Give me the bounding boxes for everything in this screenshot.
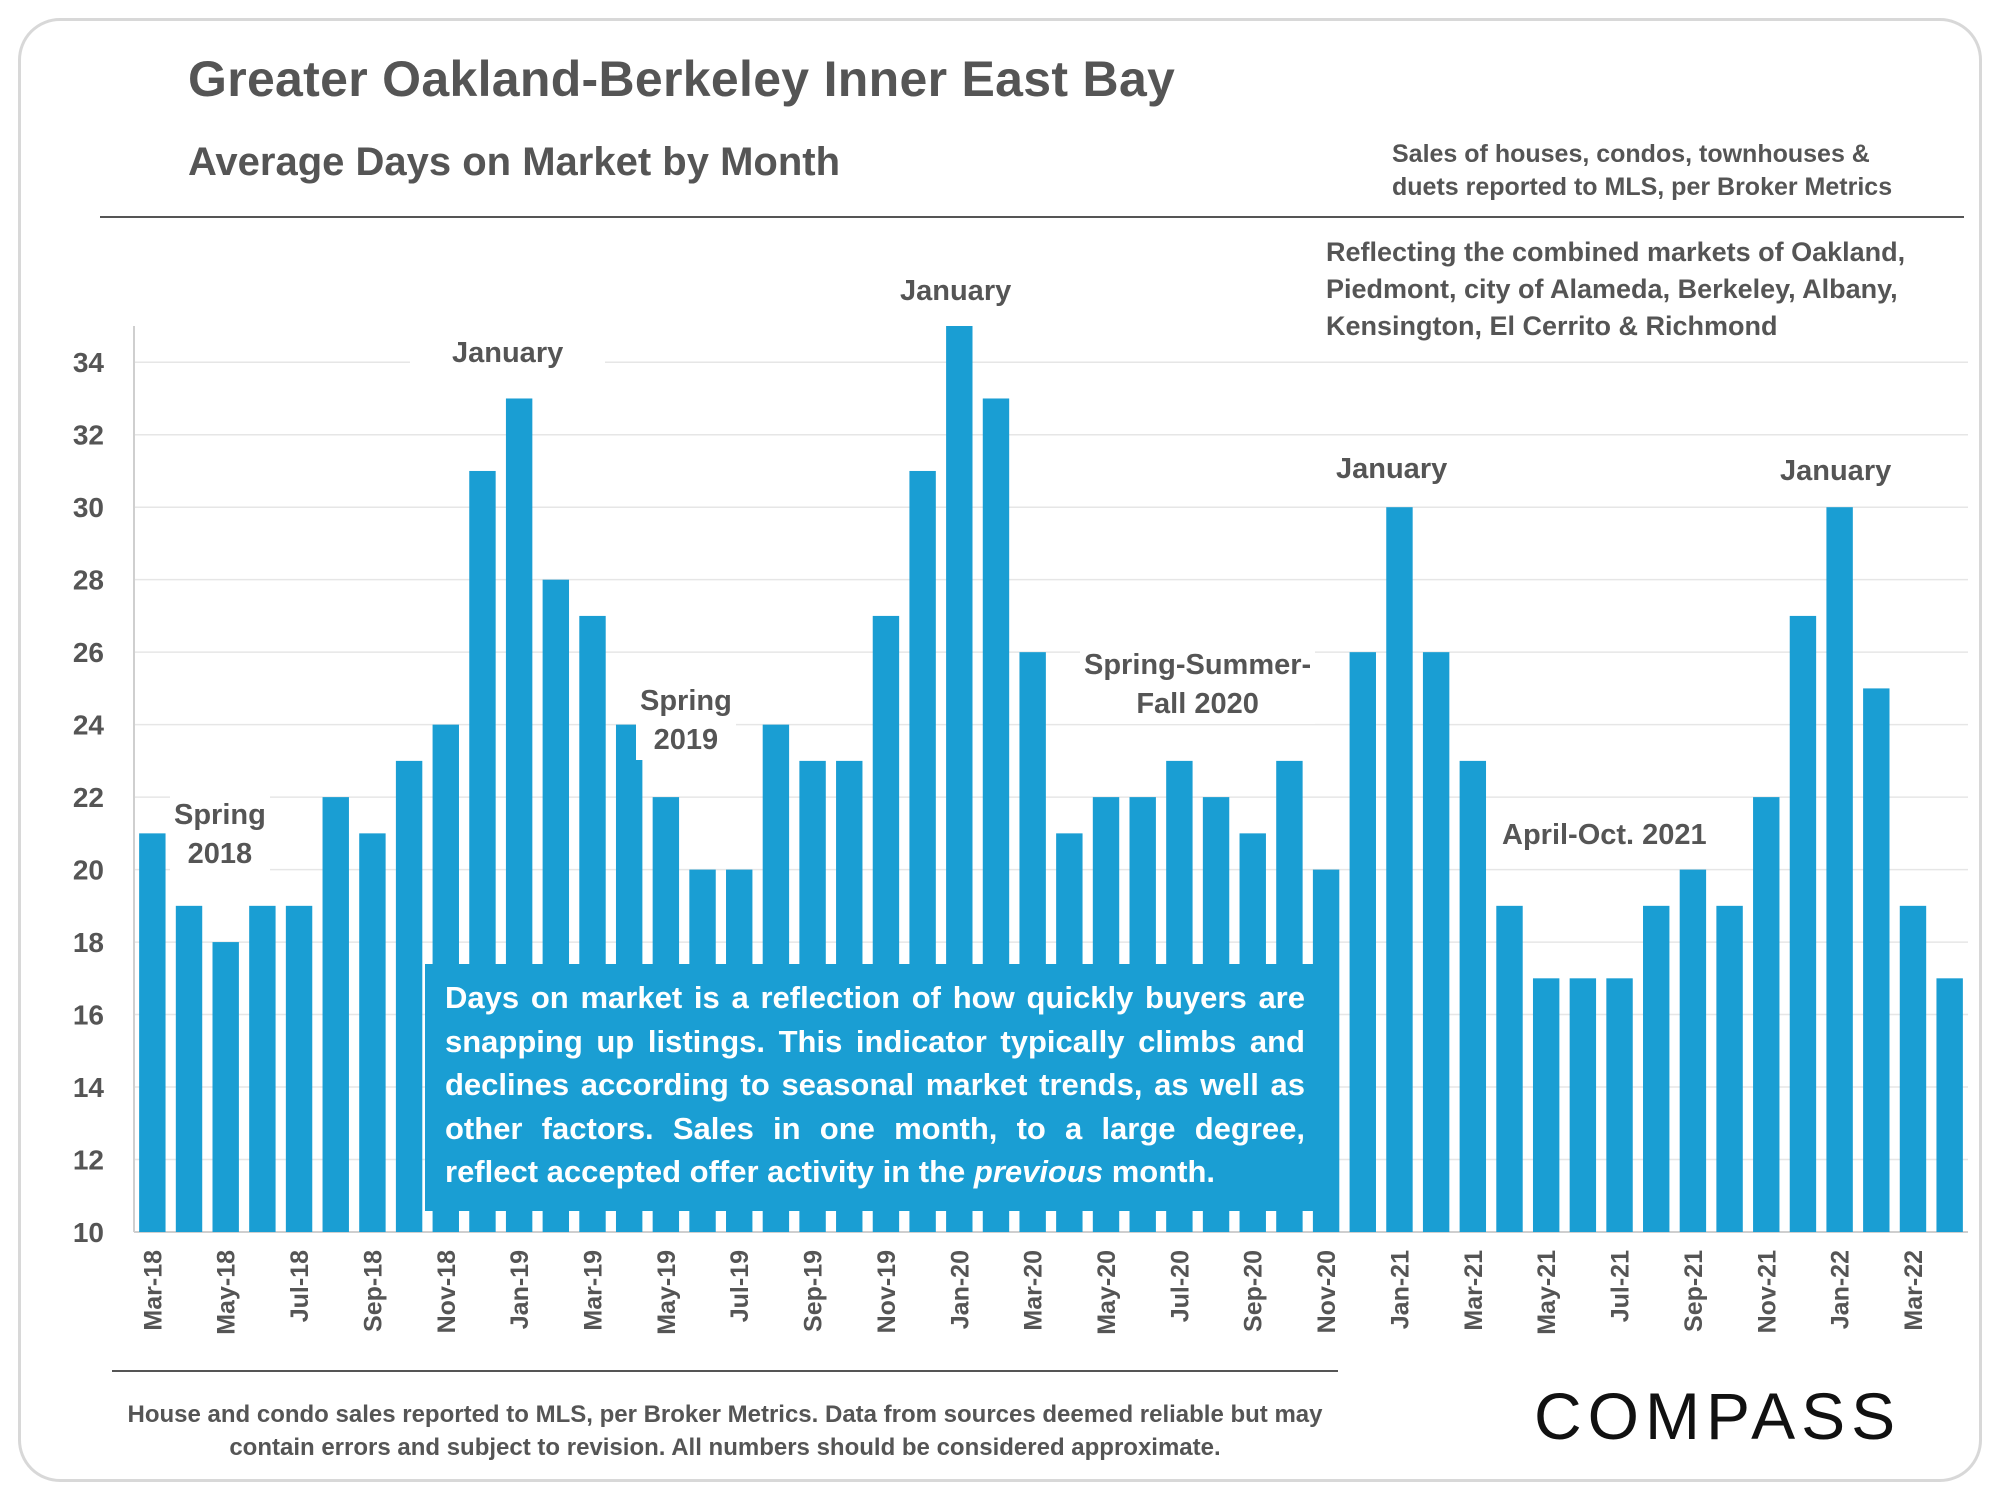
- footer-line: House and condo sales reported to MLS, p…: [127, 1401, 1323, 1428]
- bar: [1863, 688, 1890, 1232]
- y-tick-label: 18: [73, 927, 104, 958]
- x-tick-label: Sep-18: [359, 1250, 387, 1332]
- x-tick-label: Jul-18: [286, 1250, 314, 1322]
- y-tick-label: 10: [73, 1217, 104, 1248]
- y-tick-label: 14: [73, 1072, 105, 1103]
- x-tick-label: Jul-21: [1607, 1250, 1635, 1322]
- annotation-line: 2018: [187, 838, 253, 870]
- bar: [1716, 905, 1743, 1232]
- bar: [1496, 905, 1523, 1232]
- bar: [1936, 978, 1963, 1232]
- y-tick-label: 34: [73, 347, 105, 378]
- y-tick-label: 22: [73, 782, 104, 813]
- y-tick-label: 26: [73, 637, 104, 668]
- x-tick-label: Mar-18: [139, 1250, 167, 1331]
- bar: [212, 942, 239, 1232]
- x-tick-label: Jul-19: [726, 1250, 754, 1322]
- x-tick-label: Mar-21: [1460, 1250, 1488, 1331]
- y-tick-label: 28: [73, 565, 104, 596]
- y-tick-label: 24: [73, 710, 105, 741]
- bar: [1753, 797, 1780, 1232]
- annotation-line: Spring: [640, 685, 732, 717]
- bar: [1569, 978, 1597, 1232]
- footer-disclaimer: House and condo sales reported to MLS, p…: [110, 1398, 1340, 1464]
- chart-subtitle: Average Days on Market by Month: [188, 140, 841, 184]
- x-tick-label: Sep-21: [1680, 1250, 1708, 1332]
- x-tick-label: Jan-19: [506, 1250, 534, 1329]
- x-tick-label: Nov-18: [433, 1250, 461, 1333]
- y-tick-label: 12: [73, 1145, 104, 1176]
- bar: [139, 833, 166, 1232]
- bar: [285, 905, 313, 1232]
- bar: [395, 760, 423, 1232]
- x-tick-label: May-18: [213, 1250, 241, 1335]
- x-tick-label: Sep-19: [800, 1250, 828, 1332]
- x-tick-label: Jan-22: [1827, 1250, 1855, 1329]
- bar: [1606, 978, 1633, 1232]
- annotation-line: 2019: [653, 724, 719, 756]
- y-tick-label: 32: [73, 420, 104, 451]
- info-text: Days on market is a reflection of how qu…: [445, 980, 1305, 1189]
- annotation-january-2020: January: [896, 272, 1016, 311]
- bar: [1459, 760, 1487, 1232]
- y-tick-labels: 10 12 14 16 18 20 22 24 26 28 30 32 34: [73, 347, 105, 1248]
- chart-title: Greater Oakland-Berkeley Inner East Bay: [188, 51, 1176, 107]
- bar: [1349, 652, 1376, 1232]
- sales-note-line: duets reported to MLS, per Broker Metric…: [1392, 173, 1893, 201]
- bar: [1532, 978, 1560, 1232]
- annotation-line: Spring-Summer-: [1084, 649, 1312, 681]
- x-tick-label: May-19: [653, 1250, 681, 1335]
- bar: [1826, 507, 1853, 1232]
- compass-logo: COMPASS: [1534, 1379, 1902, 1453]
- annotation-line: Fall 2020: [1136, 688, 1259, 720]
- info-text-emphasis: previous: [973, 1154, 1104, 1189]
- sales-note-line: Sales of houses, condos, townhouses &: [1392, 140, 1870, 168]
- y-tick-label: 16: [73, 1000, 104, 1031]
- x-tick-label: Mar-20: [1020, 1250, 1048, 1331]
- x-tick-label: Jan-20: [946, 1250, 974, 1329]
- annotation-spring-summer-fall-2020: Spring-Summer- Fall 2020: [1080, 646, 1316, 724]
- info-text: month.: [1103, 1154, 1216, 1189]
- x-tick-label: Nov-19: [873, 1250, 901, 1333]
- x-tick-label: Sep-20: [1240, 1250, 1268, 1332]
- bar: [1386, 507, 1413, 1232]
- markets-note-line: Piedmont, city of Alameda, Berkeley, Alb…: [1326, 274, 1898, 304]
- footer-divider: [112, 1370, 1338, 1372]
- x-tick-label: Mar-19: [580, 1250, 608, 1331]
- x-tick-label: May-21: [1533, 1250, 1561, 1335]
- info-callout: Days on market is a reflection of how qu…: [425, 964, 1325, 1211]
- bar: [1899, 905, 1927, 1232]
- x-tick-label: Nov-21: [1753, 1250, 1781, 1333]
- annotation-spring-2019: Spring 2019: [636, 682, 736, 760]
- x-tick-labels: Mar-18 May-18 Jul-18 Sep-18 Nov-18 Jan-19 Mar-…: [139, 1250, 1928, 1335]
- x-tick-label: Mar-22: [1900, 1250, 1928, 1331]
- annotation-april-oct-2021: April-Oct. 2021: [1498, 816, 1711, 855]
- bar: [1643, 905, 1670, 1232]
- header-divider: [100, 216, 1964, 218]
- bar: [1679, 869, 1707, 1232]
- bar: [359, 833, 386, 1232]
- annotation-line: Spring: [174, 799, 266, 831]
- bar: [175, 905, 203, 1232]
- x-tick-label: Jul-20: [1166, 1250, 1194, 1322]
- annotation-january-2021: January: [1332, 450, 1452, 489]
- markets-note-line: Reflecting the combined markets of Oakla…: [1326, 237, 1906, 267]
- bar: [249, 905, 276, 1232]
- y-tick-label: 30: [73, 492, 104, 523]
- footer-line: contain errors and subject to revision. …: [229, 1434, 1221, 1461]
- markets-note-line: Kensington, El Cerrito & Richmond: [1326, 311, 1778, 341]
- x-tick-label: May-20: [1093, 1250, 1121, 1335]
- markets-note: Reflecting the combined markets of Oakla…: [1326, 234, 1926, 345]
- x-tick-label: Jan-21: [1386, 1250, 1414, 1329]
- annotation-january-2019: January: [410, 334, 606, 373]
- bar: [1789, 615, 1817, 1232]
- bar: [322, 797, 349, 1232]
- sales-source-note: Sales of houses, condos, townhouses & du…: [1392, 138, 1952, 204]
- annotation-january-2022: January: [1776, 452, 1896, 491]
- annotation-spring-2018: Spring 2018: [170, 796, 270, 874]
- y-tick-label: 20: [73, 855, 104, 886]
- x-tick-label: Nov-20: [1313, 1250, 1341, 1333]
- bar: [1422, 652, 1450, 1232]
